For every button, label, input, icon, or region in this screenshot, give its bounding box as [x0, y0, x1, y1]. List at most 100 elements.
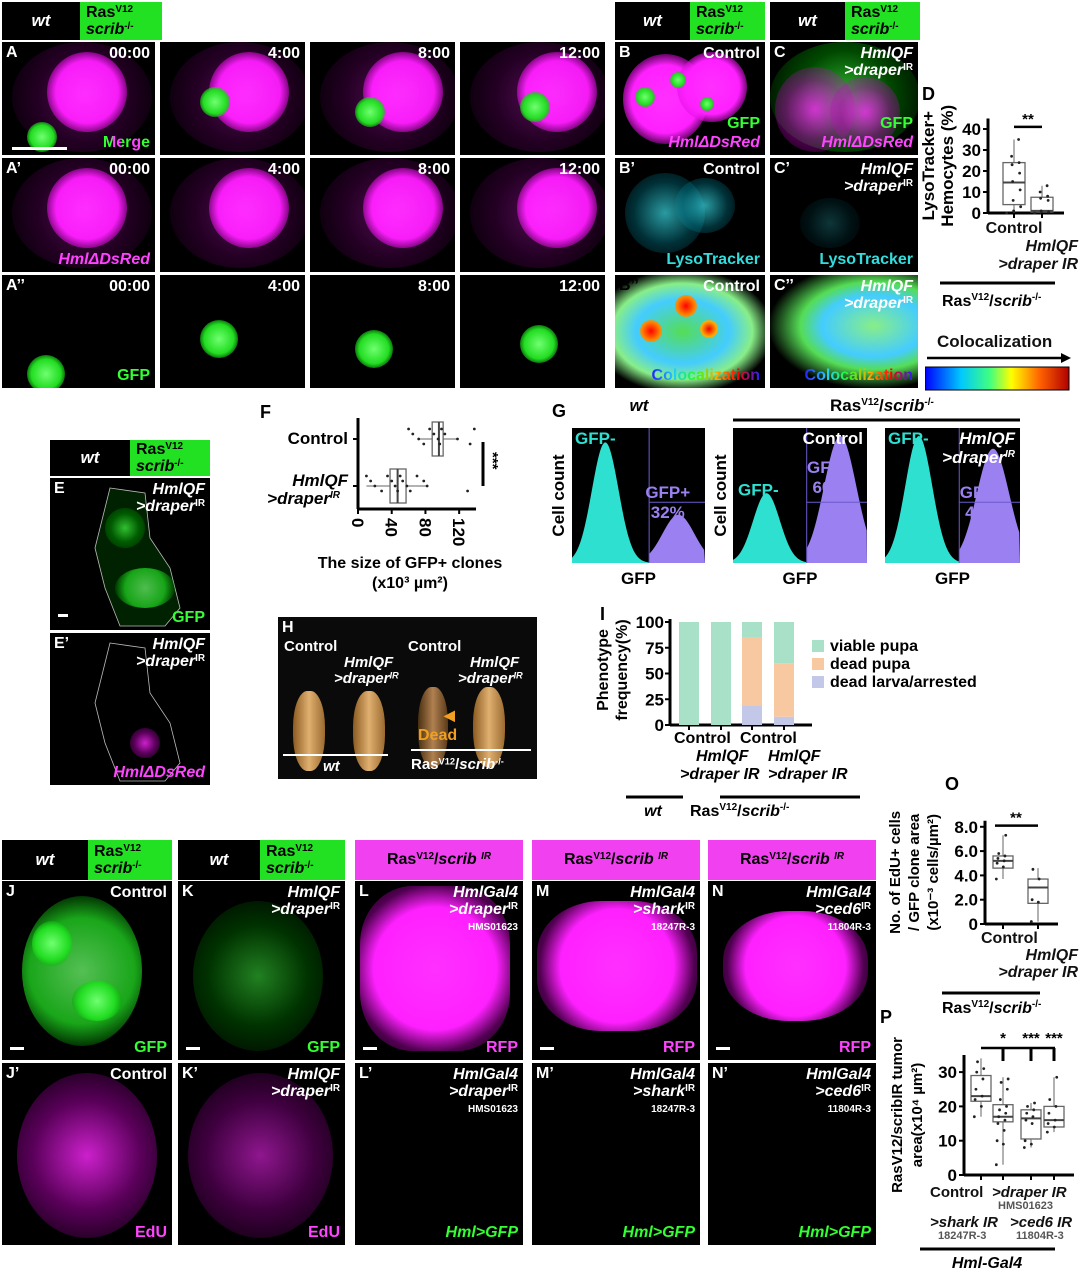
data-point — [365, 474, 368, 478]
panel-label-b: B — [619, 44, 631, 61]
data-point — [1037, 877, 1041, 881]
group-label: Hml-Gal4 — [952, 1255, 1022, 1272]
significance-label: ** — [1022, 111, 1034, 128]
scale-bar — [540, 1047, 554, 1050]
bar-segment — [774, 716, 794, 725]
x-tick-label: 0 — [348, 518, 367, 527]
data-point — [393, 484, 397, 488]
x-tick-label: HmlQF — [768, 748, 822, 765]
panel-label-e-prime: E’ — [54, 635, 70, 652]
y-axis-label: Cell count — [549, 454, 568, 537]
data-point — [1055, 1075, 1059, 1079]
group-line — [411, 749, 531, 751]
data-point — [1010, 163, 1014, 167]
legend-swatch — [812, 658, 824, 670]
data-point — [1033, 1101, 1036, 1105]
x-tick-label: Control — [674, 730, 731, 747]
arrowhead-icon: ◀ — [444, 707, 455, 723]
header-wt-e: wt — [50, 440, 130, 476]
data-point — [1018, 171, 1022, 175]
gfp-positive-percent: 60% — [812, 478, 846, 497]
data-point — [1047, 1111, 1051, 1115]
channel-label: HmlΔDsRed — [58, 251, 150, 268]
timelapse-frame: A’ 00:00 HmlΔDsRed — [2, 158, 155, 272]
channel-label: RFP — [486, 1039, 518, 1056]
panel-b-lysotracker: B’ Control LysoTracker — [615, 158, 765, 272]
data-point — [1002, 859, 1006, 863]
data-point — [996, 856, 1000, 860]
y-tick-label: 0 — [655, 716, 664, 735]
data-point — [1012, 209, 1016, 213]
data-point — [994, 1163, 998, 1167]
bar-segment — [742, 622, 762, 638]
channel-label: Hml>GFP — [445, 1224, 518, 1241]
data-point — [1029, 1142, 1033, 1146]
gfp-negative-label: GFP- — [575, 429, 616, 448]
data-point — [1011, 180, 1015, 183]
condition-label: HmlQF >draperIR — [843, 278, 913, 312]
data-point — [422, 479, 426, 483]
y-axis-label: Hemocytes (%) — [938, 105, 957, 227]
data-point — [1003, 854, 1007, 858]
y-axis-label: Cell count — [711, 454, 730, 537]
timestamp: 8:00 — [417, 45, 450, 62]
x-tick-label: >shark IR — [930, 1214, 998, 1231]
header-ras-scrib-b: RasV12 scrib-/- — [690, 2, 765, 40]
header-wt-b: wt — [615, 2, 690, 40]
chart-f: F 0 40 80 120 Control HmlQF>draperIR *** The siz… — [260, 402, 502, 592]
data-point — [1046, 1122, 1050, 1125]
timelapse-frame: A’’ 00:00 GFP — [2, 275, 155, 388]
panel-label-b-prime: B’ — [619, 160, 635, 177]
channel-label: LysoTracker — [666, 251, 760, 268]
pupa — [293, 691, 325, 771]
pupa-label: HmlQF — [344, 654, 394, 671]
data-point — [1005, 211, 1009, 215]
data-point — [976, 1060, 979, 1064]
x-tick-label: >ced6 IR — [1010, 1214, 1072, 1231]
panel-j-gfp: J Control GFP — [2, 881, 172, 1060]
panel-label-c-double-prime: C’’ — [774, 277, 794, 294]
panel-letter: O — [945, 775, 959, 794]
wt-label: wt — [31, 11, 51, 30]
data-point — [1023, 1139, 1027, 1143]
header-ras-scrib-j: RasV12 scrib-/- — [88, 840, 172, 880]
panel-k-edu: K’ HmlQF >draperIR EdU — [178, 1063, 345, 1245]
x-tick-label: >draper IR — [768, 766, 848, 783]
timestamp: 00:00 — [109, 161, 150, 178]
data-point — [1038, 190, 1042, 194]
condition-label: HmlGal4 >ced6IR 11804R-3 — [806, 884, 871, 933]
channel-label: Colocalization — [804, 367, 913, 384]
data-point — [1046, 194, 1050, 198]
data-point — [1010, 154, 1013, 158]
timestamp: 4:00 — [267, 161, 300, 178]
timelapse-frame: 8:00 — [310, 158, 455, 272]
scale-bar — [12, 147, 67, 150]
y-axis-label: RasV12/scribIR tumor — [889, 1037, 906, 1193]
box — [970, 1074, 992, 1102]
timestamp: 12:00 — [559, 161, 600, 178]
condition-label: Control — [110, 884, 167, 901]
data-point — [981, 1077, 985, 1081]
channel-label: Colocalization — [651, 367, 760, 384]
timelapse-frame: A 00:00 Merge — [2, 42, 155, 155]
panel-label-m: M — [536, 883, 550, 900]
y-tick-label: 50 — [645, 665, 664, 684]
pupa-dead — [418, 687, 448, 767]
gfp-positive-histogram — [806, 436, 867, 563]
timestamp: 8:00 — [417, 161, 450, 178]
scale-bar — [58, 614, 68, 617]
condition-label: HmlGal4 >sharkIR 18247R-3 — [630, 1066, 695, 1115]
data-point — [1004, 833, 1008, 837]
data-point — [995, 861, 999, 865]
data-point — [1036, 900, 1040, 904]
significance-label: *** — [1045, 1030, 1063, 1047]
y-tick-label: 8.0 — [954, 818, 978, 837]
bar-segment — [774, 622, 794, 664]
x-axis-label: GFP — [621, 569, 656, 588]
y-tick-label: HmlQF — [292, 471, 348, 490]
header-ras-scribir-m: RasV12/scrib IR — [532, 840, 700, 880]
gfp-positive-percent: 32% — [651, 503, 685, 522]
x-tick-label: >draper IR — [998, 964, 1078, 981]
y-axis-label: No. of EdU+ cells — [887, 811, 904, 934]
